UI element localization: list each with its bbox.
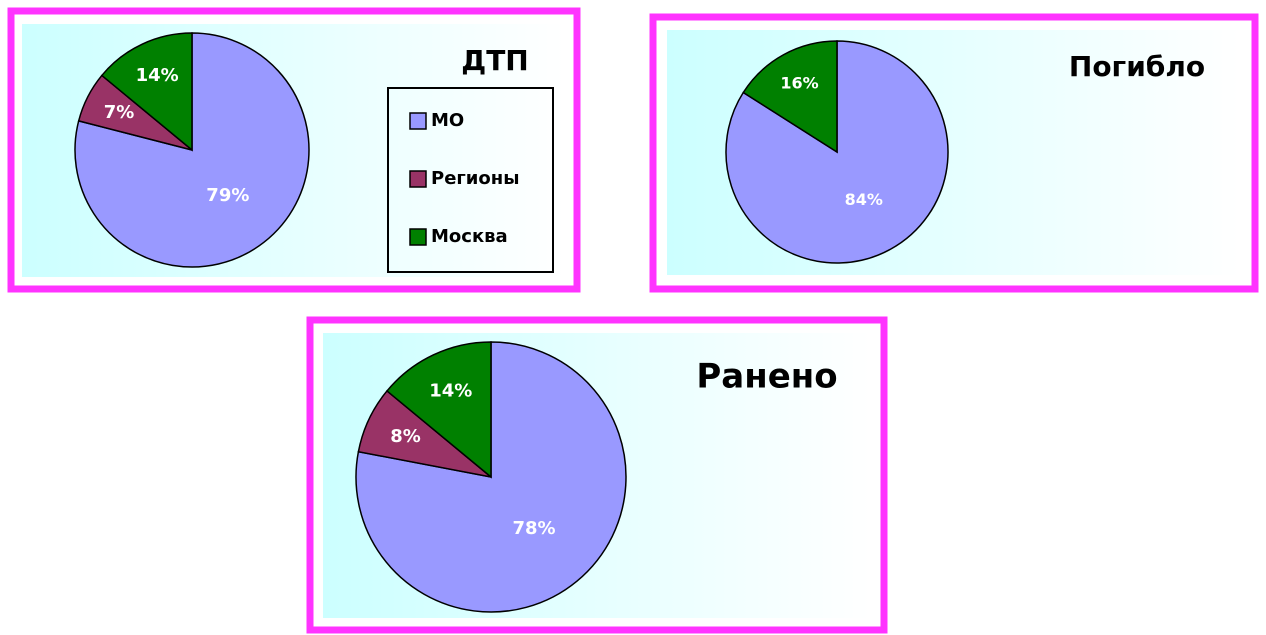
data-label: 78% — [512, 518, 555, 539]
data-label: 8% — [390, 426, 421, 447]
legend-label: МО — [431, 110, 464, 131]
legend — [387, 87, 554, 273]
pie-slice — [742, 40, 838, 154]
data-label: 7% — [104, 102, 135, 123]
pie-slice — [100, 32, 193, 152]
legend-swatch — [409, 228, 427, 246]
chart-title: Ранено — [696, 357, 837, 397]
data-label: 16% — [780, 73, 818, 92]
data-label: 79% — [206, 185, 249, 206]
legend-swatch — [409, 112, 427, 130]
data-label: 14% — [429, 380, 472, 401]
data-label: 14% — [136, 65, 179, 86]
pie-slice — [385, 341, 492, 479]
legend-label: Москва — [431, 226, 508, 247]
legend-swatch — [409, 170, 427, 188]
data-label: 84% — [845, 190, 883, 209]
chart-title: ДТП — [461, 44, 528, 77]
chart-title: Погибло — [1069, 50, 1205, 83]
legend-label: Регионы — [431, 168, 520, 189]
